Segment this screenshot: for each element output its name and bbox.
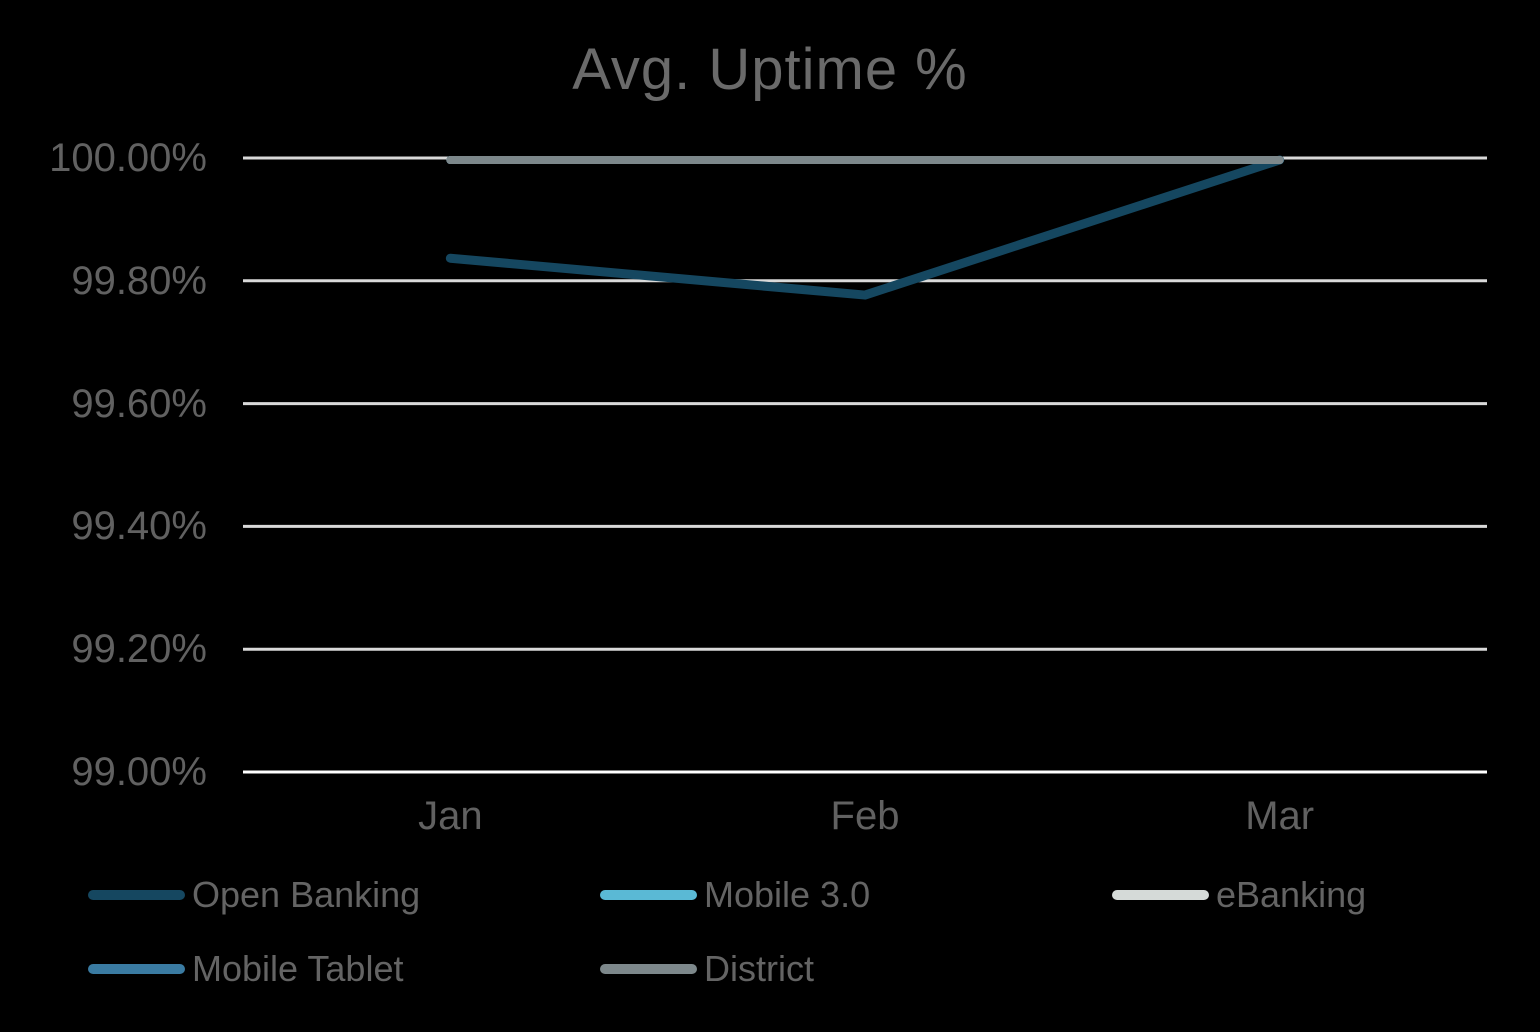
- legend-item-district: District: [600, 948, 814, 989]
- legend-label: District: [704, 948, 814, 989]
- legend-swatch: [88, 890, 185, 900]
- series-lines: [445, 155, 1285, 300]
- chart-title: Avg. Uptime %: [572, 37, 968, 102]
- y-axis-tick-label: 100.00%: [49, 136, 207, 180]
- x-axis-tick-label: Jan: [418, 794, 483, 838]
- x-axis-tick-label: Feb: [830, 794, 900, 838]
- legend-swatch: [600, 964, 697, 974]
- legend-swatch: [1112, 890, 1209, 900]
- legend-label: Mobile Tablet: [192, 948, 404, 989]
- legend-item-mobile-3-0: Mobile 3.0: [600, 874, 871, 915]
- legend-label: Open Banking: [192, 874, 421, 915]
- legend-swatch: [88, 964, 185, 974]
- series-line-open-banking: [445, 155, 1285, 300]
- y-axis-tick-label: 99.20%: [71, 627, 207, 672]
- y-axis-tick-label: 99.60%: [71, 381, 207, 426]
- legend-label: Mobile 3.0: [704, 874, 871, 915]
- legend-item-mobile-tablet: Mobile Tablet: [88, 948, 404, 989]
- legend-item-open-banking: Open Banking: [88, 874, 421, 915]
- legend-item-ebanking: eBanking: [1112, 874, 1367, 915]
- legend-swatch: [600, 890, 697, 900]
- y-axis-tick-label: 99.40%: [71, 504, 207, 549]
- x-axis-tick-label: Mar: [1245, 794, 1315, 838]
- y-axis-tick-label: 99.00%: [71, 750, 207, 794]
- legend-label: eBanking: [1216, 874, 1367, 915]
- y-axis-tick-label: 99.80%: [71, 258, 207, 303]
